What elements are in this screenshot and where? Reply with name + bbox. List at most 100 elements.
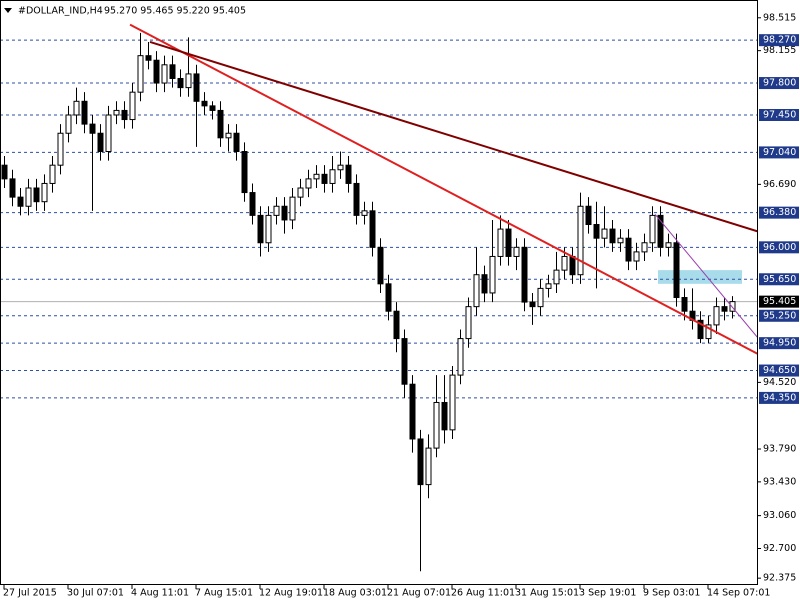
x-tick-label: 4 Aug 11:01 xyxy=(131,588,189,599)
candle-body xyxy=(121,109,128,121)
trendline xyxy=(129,23,757,355)
x-tick-label: 31 Aug 15:01 xyxy=(515,588,579,599)
x-tick-label: 18 Aug 03:01 xyxy=(323,588,387,599)
candle-body xyxy=(529,301,536,308)
candle-body xyxy=(49,164,56,184)
x-tick-label: 12 Aug 19:01 xyxy=(259,588,323,599)
candle-body xyxy=(241,150,248,194)
level-label: 97.450 xyxy=(763,109,796,120)
candle-body xyxy=(625,237,632,262)
level-label-bg xyxy=(759,206,799,219)
candle-body xyxy=(249,192,256,216)
level-label: 98.270 xyxy=(763,35,796,46)
candle-body xyxy=(705,324,712,340)
x-tick-label: 27 Jul 2015 xyxy=(3,588,57,599)
candle-body xyxy=(449,374,456,431)
candle-body xyxy=(185,73,192,89)
y-tick-label: 98.515 xyxy=(763,12,796,23)
trendline xyxy=(654,214,757,338)
candle-body xyxy=(553,269,560,285)
candle-body xyxy=(201,100,208,107)
y-tick-label: 92.375 xyxy=(763,573,796,584)
candle-body xyxy=(177,77,184,89)
x-tick-label: 7 Aug 15:01 xyxy=(195,588,253,599)
level-label: 94.650 xyxy=(763,365,796,376)
candle-body xyxy=(433,401,440,449)
candle-body xyxy=(281,205,288,221)
candle-body xyxy=(129,91,136,121)
candle-body xyxy=(561,255,568,271)
candle-body xyxy=(577,205,584,276)
candle-body xyxy=(329,169,336,184)
y-tick-label: 93.060 xyxy=(763,510,796,521)
level-label: 96.000 xyxy=(763,242,796,253)
candle-body xyxy=(313,173,320,180)
y-tick-label: 94.520 xyxy=(763,377,796,388)
level-label: 94.350 xyxy=(763,392,796,403)
x-tick-label: 9 Sep 03:01 xyxy=(643,588,700,599)
candle-body xyxy=(521,246,528,303)
x-tick-label: 26 Aug 11:01 xyxy=(451,588,515,599)
candle-body xyxy=(345,164,352,184)
candle-body xyxy=(153,59,160,84)
candle-body xyxy=(377,246,384,285)
x-tick-label: 30 Jul 07:01 xyxy=(67,588,124,599)
candle-body xyxy=(569,255,576,276)
candle-body xyxy=(505,228,512,257)
candle-body xyxy=(17,196,24,207)
level-label-bg xyxy=(759,337,799,350)
candle-body xyxy=(65,114,72,134)
candle-body xyxy=(729,301,736,312)
candle-body xyxy=(289,196,296,221)
candle-body xyxy=(665,242,672,248)
level-label-bg xyxy=(759,108,799,121)
candle-body xyxy=(393,310,400,340)
y-tick-label: 93.790 xyxy=(763,444,796,455)
candle-body xyxy=(9,178,16,198)
candle-body xyxy=(641,242,648,253)
candle-body xyxy=(73,100,80,116)
candle-body xyxy=(633,251,640,262)
candle-body xyxy=(409,383,416,440)
candle-body xyxy=(273,205,280,216)
candle-body xyxy=(193,73,200,102)
y-tick-label: 93.430 xyxy=(763,476,796,487)
level-label: 95.250 xyxy=(763,310,796,321)
candle-body xyxy=(713,306,720,326)
y-tick-label: 92.700 xyxy=(763,543,796,554)
price-axis: 98.515 98.155 96.690 94.520 93.790 93.430 93.0… xyxy=(757,12,799,584)
candle-body xyxy=(513,246,520,257)
candle-body xyxy=(81,100,88,125)
level-label: 97.800 xyxy=(763,78,796,89)
candle-body xyxy=(417,438,424,486)
candle-body xyxy=(489,255,496,294)
candle-body xyxy=(697,319,704,340)
candle-body xyxy=(721,306,728,312)
level-label-bg xyxy=(759,391,799,404)
level-label-bg xyxy=(759,273,799,286)
candle-body xyxy=(425,447,432,486)
candle-body xyxy=(209,105,216,111)
y-tick-label: 96.690 xyxy=(763,179,796,190)
candle-body xyxy=(41,182,48,203)
y-tick-label: 98.155 xyxy=(763,45,796,56)
level-label-bg xyxy=(759,34,799,47)
candle-body xyxy=(217,109,224,139)
candle-body xyxy=(145,55,152,61)
candle-body xyxy=(361,210,368,216)
level-label-bg xyxy=(759,309,799,322)
x-tick-label: 3 Sep 19:01 xyxy=(579,588,636,599)
x-tick-label: 21 Aug 07:01 xyxy=(387,588,451,599)
level-label-bg xyxy=(759,146,799,159)
level-label: 97.040 xyxy=(763,147,796,158)
candle-body xyxy=(137,55,144,93)
candle-body xyxy=(57,132,64,166)
level-label: 96.380 xyxy=(763,207,796,218)
candle-body xyxy=(1,164,8,180)
menu-arrow[interactable] xyxy=(4,8,12,13)
candle-body xyxy=(225,132,232,139)
chart-title: #DOLLAR_IND,H4 xyxy=(18,6,103,17)
level-label: 95.650 xyxy=(763,274,796,285)
